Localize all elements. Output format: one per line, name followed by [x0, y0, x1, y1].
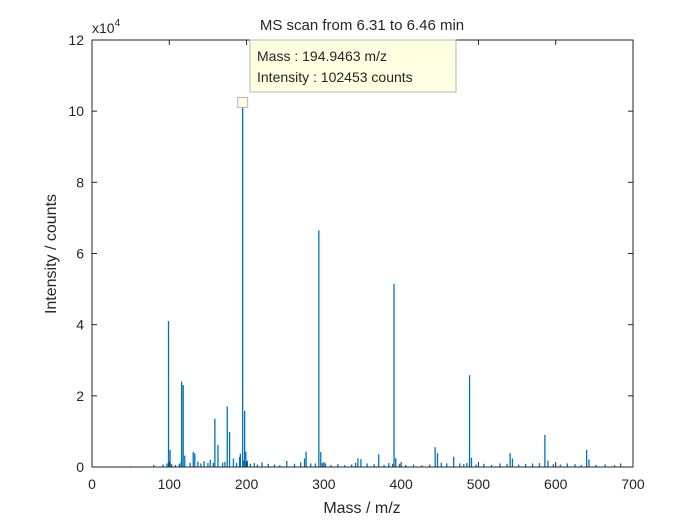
- spectrum-series: [92, 102, 633, 468]
- y-tick-label: 12: [68, 32, 84, 48]
- y-tick-label: 10: [68, 103, 84, 119]
- data-tip-mass: Mass : 194.9463 m/z: [257, 48, 387, 64]
- y-tick-label: 8: [76, 174, 84, 190]
- x-tick-label: 700: [621, 476, 645, 492]
- plot-area: 0 100 200 300 400 500 600 700 0 2 4 6 8 10 12: [68, 32, 644, 492]
- x-tick-label: 300: [312, 476, 336, 492]
- y-axis-exponent-base: x10: [92, 20, 115, 36]
- y-tick-label: 4: [76, 317, 84, 333]
- data-tip-marker: [237, 96, 249, 108]
- data-tip[interactable]: Mass : 194.9463 m/z Intensity : 102453 c…: [237, 39, 457, 108]
- x-tick-label: 600: [544, 476, 568, 492]
- x-axis: 0 100 200 300 400 500 600 700: [88, 40, 645, 492]
- y-axis-title: Intensity / counts: [43, 194, 60, 314]
- y-axis: 0 2 4 6 8 10 12: [68, 32, 633, 475]
- y-axis-exponent-power: 4: [115, 18, 121, 29]
- data-tip-intensity: Intensity : 102453 counts: [257, 69, 413, 85]
- x-tick-label: 100: [158, 476, 182, 492]
- x-tick-label: 400: [389, 476, 413, 492]
- y-tick-label: 2: [76, 388, 84, 404]
- y-axis-exponent: x104: [92, 18, 121, 36]
- y-tick-label: 6: [76, 246, 84, 262]
- data-tip-box: [249, 39, 457, 93]
- plot-background: [92, 40, 633, 467]
- x-axis-title: Mass / m/z: [323, 500, 400, 517]
- x-tick-label: 200: [235, 476, 259, 492]
- x-tick-label: 0: [88, 476, 96, 492]
- y-tick-label: 0: [76, 459, 84, 475]
- chart-title: MS scan from 6.31 to 6.46 min: [260, 17, 464, 34]
- x-tick-label: 500: [467, 476, 491, 492]
